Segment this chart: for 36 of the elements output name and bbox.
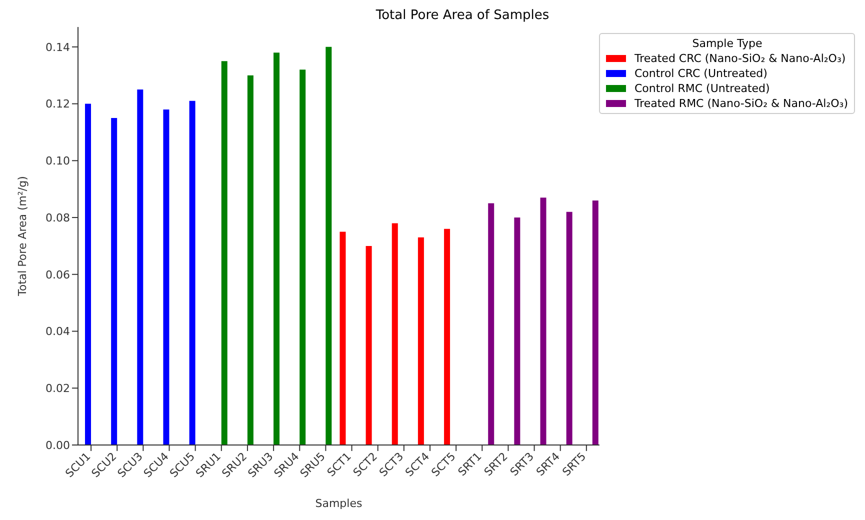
y-tick-label: 0.02 [46, 382, 70, 396]
bar [137, 90, 144, 445]
x-axis-title: Samples [315, 497, 362, 510]
bar [392, 223, 398, 445]
bar [300, 70, 306, 445]
bar [189, 100, 196, 445]
bar [566, 212, 572, 445]
bar [111, 118, 118, 445]
bar [326, 46, 332, 445]
bar [366, 246, 372, 445]
bar [592, 200, 598, 445]
legend-label: Control RMC (Untreated) [634, 82, 770, 95]
y-tick-label: 0.00 [46, 438, 70, 452]
bar [514, 218, 520, 445]
bar [163, 109, 170, 445]
y-tick-label: 0.12 [46, 98, 70, 111]
y-tick-label: 0.10 [46, 154, 70, 168]
legend-label: Treated CRC (Nano-SiO₂ & Nano-Al₂O₃) [634, 52, 846, 65]
legend-title: Sample Type [691, 37, 764, 50]
bar [247, 75, 254, 445]
legend-label: Control CRC (Untreated) [634, 67, 768, 80]
bar [85, 104, 91, 445]
bar [488, 203, 494, 445]
bar [444, 228, 450, 445]
y-tick-label: 0.06 [46, 268, 70, 282]
bar [540, 198, 546, 445]
legend-label: Treated RMC (Nano-SiO₂ & Nano-Al₂O₃) [634, 97, 848, 110]
bar [418, 237, 424, 445]
bar [340, 232, 346, 445]
chart-title: Total Pore Area of Samples [374, 8, 550, 23]
bar [274, 52, 280, 445]
y-tick-label: 0.14 [46, 40, 70, 54]
y-tick-label: 0.08 [46, 211, 70, 224]
bar [221, 61, 228, 445]
y-tick-label: 0.04 [46, 325, 70, 338]
y-axis-title: Total Pore Area (m²/g) [16, 176, 29, 297]
